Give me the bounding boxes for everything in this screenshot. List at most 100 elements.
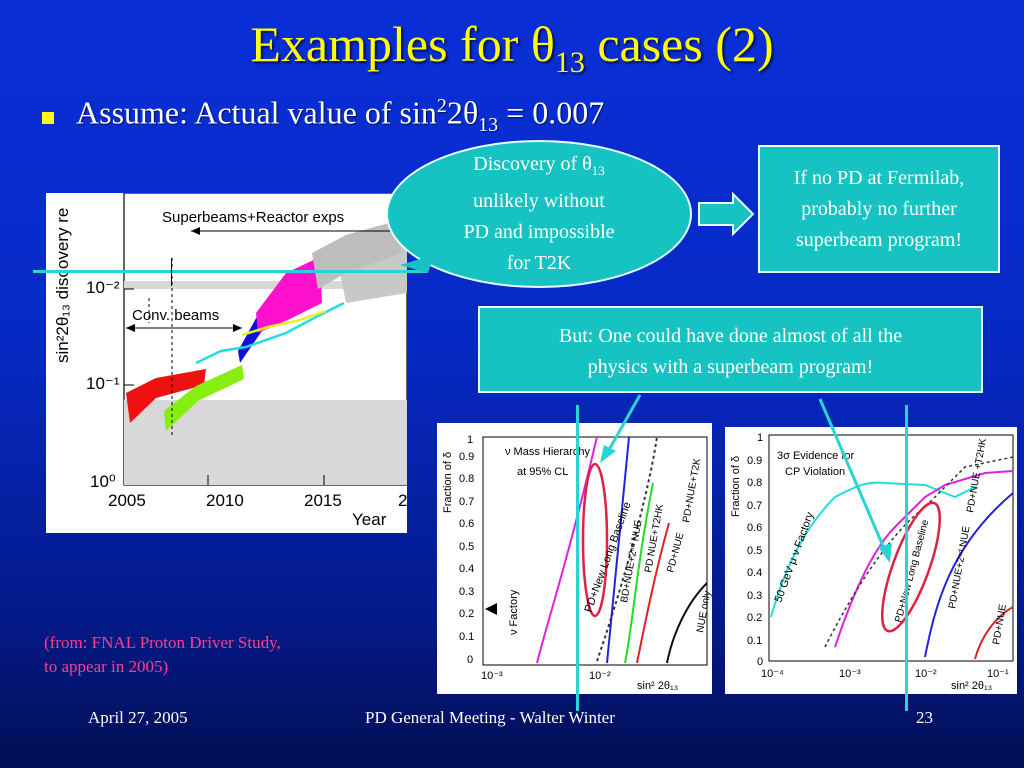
mh-ytick: 0.1	[459, 631, 474, 643]
cp-ytick: 0.9	[747, 455, 762, 467]
mh-ytick: 0.3	[459, 586, 474, 598]
arrow-to-mass-hierarchy-icon	[600, 394, 642, 463]
cp-label-pdnue: PD+NUE	[991, 603, 1009, 645]
mh-xtick-0: 10⁻³	[481, 670, 503, 682]
bullet-sup: 2	[436, 95, 447, 117]
bullet-text: Assume: Actual value of sin22θ13 = 0.007	[76, 86, 604, 145]
cp-label-50gev: 50 GeV μ ν Factory	[773, 510, 817, 604]
annotation-line-vertical-right	[905, 405, 908, 711]
title-theta: θ	[530, 16, 555, 72]
xtick-1: 2010	[206, 491, 244, 510]
callout-line1-sub: 13	[591, 163, 605, 178]
page-number: 23	[916, 708, 933, 727]
callout-line3: PD and impossible	[463, 221, 615, 243]
xtick-3: 2	[398, 491, 407, 510]
cp-ytick: 0.1	[747, 635, 762, 647]
mh-legend2: at 95% CL	[517, 466, 568, 478]
arrow-to-cp-violation-icon	[818, 398, 892, 563]
callout-line4: for T2K	[506, 252, 572, 274]
title-pre: Examples for	[250, 16, 531, 72]
xtick-2: 2015	[304, 491, 342, 510]
cp-ytick: 0.4	[747, 567, 762, 579]
annotation-tick	[171, 258, 172, 286]
mass-hierarchy-figure: Fraction of δ 1 0.9 0.8 0.7 0.6 0.5 0.4 …	[437, 423, 713, 694]
citation-line2: to appear in 2005)	[44, 657, 169, 676]
mh-label-pdnuet2k: PD+NUE+T2K	[681, 457, 703, 523]
cp-ytick: 0.5	[747, 545, 762, 557]
ytick-1: 10⁻¹	[86, 374, 120, 393]
mh-legend1: ν Mass Hierarchy	[505, 446, 590, 458]
mh-label-nueonly: NUE only	[695, 590, 712, 634]
annotation-line-horizontal	[33, 270, 427, 273]
no-pd-box: If no PD at Fermilab, probably no furthe…	[758, 145, 1000, 273]
mh-ytick: 0.8	[459, 473, 474, 485]
cp-xlabel: sin² 2θ₁₃	[951, 680, 992, 692]
mh-ytick: 0.9	[459, 451, 474, 463]
mh-ytick: 0.6	[459, 518, 474, 530]
mh-ylabel: Fraction of δ	[442, 452, 454, 513]
mh-ytick: 1	[467, 434, 473, 446]
ylabel-discovery: sin²2θ₁₃ discovery re	[53, 208, 72, 363]
cp-ytick: 1	[757, 432, 763, 444]
cp-label-pdnue2: PD+NUE+2ⁿᵈ NUE	[947, 525, 972, 610]
callout-line1: Discovery of θ	[473, 153, 592, 175]
bullet-post: = 0.007	[498, 94, 605, 131]
cp-xtick-0: 10⁻⁴	[761, 668, 784, 680]
discovery-reach-svg: Superbeams+Reactor exps Conv. beams 10⁻²…	[53, 192, 408, 529]
xtick-0: 2005	[108, 491, 146, 510]
cp-violation-svg: Fraction of δ 1 0.9 0.8 0.7 0.6 0.5 0.4 …	[730, 432, 1014, 692]
mh-ytick: 0.4	[459, 563, 474, 575]
right-arrow-icon	[698, 192, 755, 236]
mh-label-pdnue: PD+NUE	[665, 531, 686, 574]
cp-ytick: 0.2	[747, 612, 762, 624]
cp-ytick: 0	[757, 656, 763, 668]
cp-ytick: 0.3	[747, 590, 762, 602]
label-superbeams: Superbeams+Reactor exps	[162, 209, 344, 226]
callout-line2: unlikely without	[473, 190, 605, 212]
footer-date: April 27, 2005	[88, 708, 188, 727]
assumption-bullet: Assume: Actual value of sin22θ13 = 0.007	[42, 86, 604, 145]
bullet-mid: 2θ	[446, 94, 479, 131]
ytick-2: 10⁰	[90, 472, 116, 491]
annotation-line-vertical-left	[576, 405, 579, 711]
discovery-callout: Discovery of θ13 unlikely without PD and…	[386, 140, 692, 288]
citation: (from: FNAL Proton Driver Study, to appe…	[44, 631, 281, 679]
ytick-0: 10⁻²	[86, 278, 120, 297]
mh-ytick: 0.5	[459, 541, 474, 553]
title-post: cases (2)	[584, 16, 774, 72]
slide-title: Examples for θ13 cases (2)	[0, 14, 1024, 93]
callout-tail-icon	[400, 255, 434, 273]
mh-xtick-1: 10⁻²	[589, 670, 611, 682]
cp-legend1: 3σ Evidence for	[777, 450, 854, 462]
cp-ytick: 0.7	[747, 500, 762, 512]
mh-xlabel: sin² 2θ₁₃	[637, 680, 678, 692]
cp-label-pdnuet2hk: PD+NUE +T2HK	[965, 437, 989, 513]
footer-center: PD General Meeting - Walter Winter	[365, 708, 615, 727]
cp-ylabel: Fraction of δ	[730, 456, 742, 517]
no-pd-line2: probably no further	[801, 198, 957, 220]
square-bullet-icon	[42, 111, 54, 124]
but-box: But: One could have done almost of all t…	[478, 306, 983, 393]
cp-ytick: 0.6	[747, 522, 762, 534]
title-sub: 13	[554, 46, 585, 79]
cp-xtick-2: 10⁻²	[915, 668, 937, 680]
mh-ytick: 0.2	[459, 608, 474, 620]
but-line2: physics with a superbeam program!	[587, 356, 874, 378]
mh-ytick: 0.7	[459, 496, 474, 508]
cp-xtick-1: 10⁻³	[839, 668, 861, 680]
cp-legend2: CP Violation	[785, 466, 845, 478]
cp-violation-figure: Fraction of δ 1 0.9 0.8 0.7 0.6 0.5 0.4 …	[725, 427, 1017, 694]
label-conv-beams: Conv. beams	[132, 307, 219, 324]
no-pd-line1: If no PD at Fermilab,	[793, 167, 965, 189]
no-pd-line3: superbeam program!	[795, 229, 963, 251]
cp-yticks: 1 0.9 0.8 0.7 0.6 0.5 0.4 0.3 0.2 0.1 0	[747, 432, 763, 668]
but-line1: But: One could have done almost of all t…	[558, 325, 903, 347]
mh-label-nufact: ν Factory	[508, 589, 520, 635]
cp-ytick: 0.8	[747, 477, 762, 489]
bullet-sub: 13	[478, 114, 499, 137]
xlabel-year: Year	[352, 510, 387, 529]
mh-yticks: 1 0.9 0.8 0.7 0.6 0.5 0.4 0.3 0.2 0.1 0	[459, 434, 474, 666]
bullet-pre: Assume: Actual value of sin	[76, 94, 437, 131]
mh-ytick: 0	[467, 654, 473, 666]
mass-hierarchy-svg: Fraction of δ 1 0.9 0.8 0.7 0.6 0.5 0.4 …	[442, 434, 713, 692]
